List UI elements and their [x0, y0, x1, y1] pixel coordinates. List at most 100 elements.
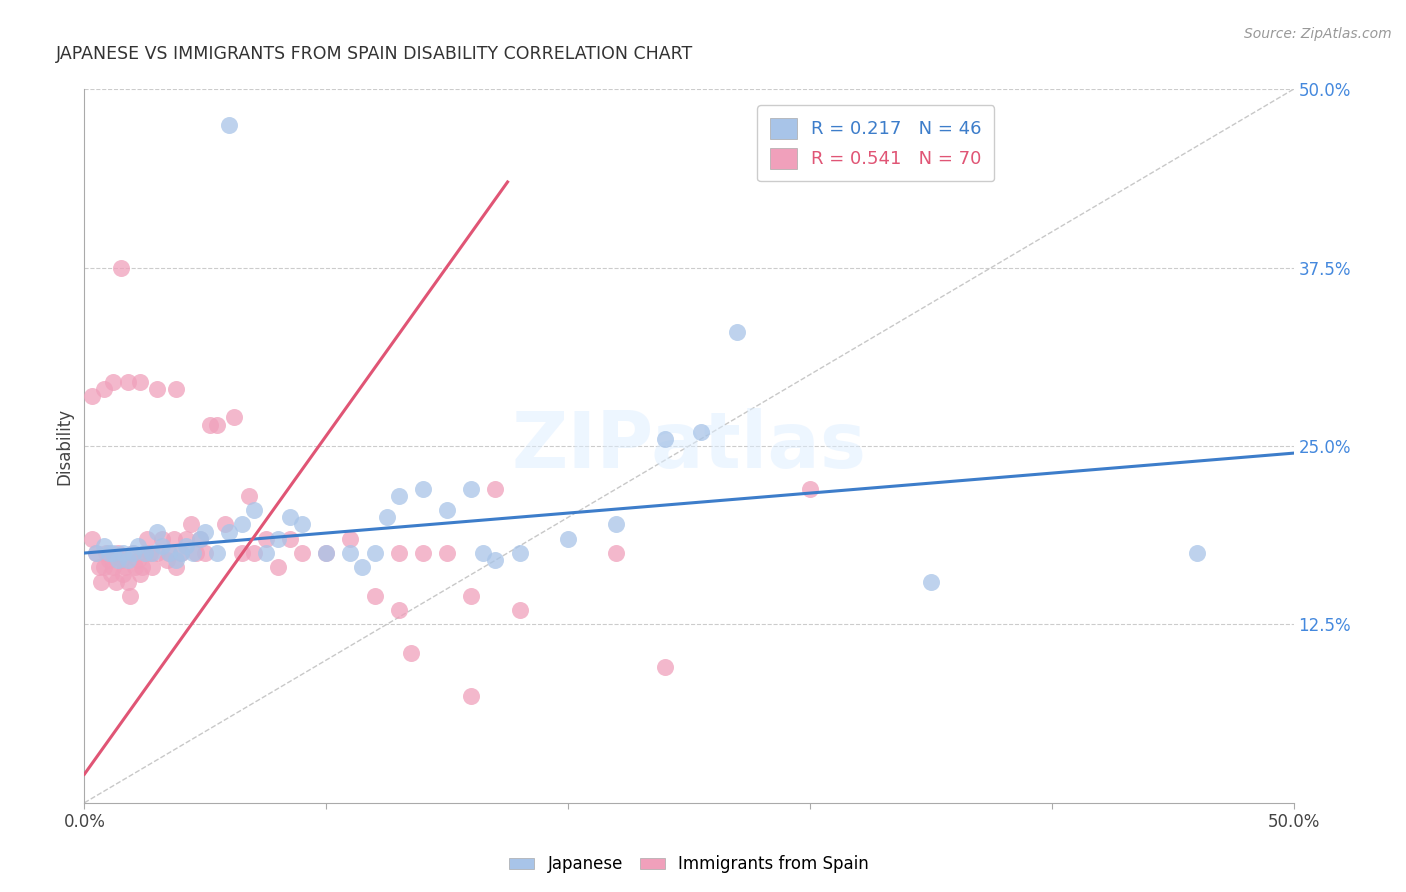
Text: ZIPatlas: ZIPatlas: [512, 408, 866, 484]
Point: [725, 325, 748, 339]
Point: [117, 375, 139, 389]
Point: [278, 510, 301, 524]
Point: [129, 567, 152, 582]
Point: [170, 546, 193, 560]
Point: [100, 567, 122, 582]
Point: [472, 546, 495, 560]
Point: [339, 532, 361, 546]
Y-axis label: Disability: Disability: [55, 408, 73, 484]
Point: [291, 546, 314, 560]
Point: [93, 382, 115, 396]
Point: [117, 574, 139, 589]
Point: [134, 546, 156, 560]
Point: [218, 118, 240, 132]
Point: [124, 560, 146, 574]
Point: [107, 553, 129, 567]
Point: [352, 560, 374, 574]
Point: [110, 553, 132, 567]
Point: [157, 546, 180, 560]
Point: [460, 589, 482, 603]
Point: [112, 546, 135, 560]
Point: [127, 539, 149, 553]
Point: [231, 546, 253, 560]
Point: [194, 546, 217, 560]
Point: [605, 517, 627, 532]
Point: [799, 482, 821, 496]
Point: [90, 574, 112, 589]
Point: [363, 546, 385, 560]
Point: [484, 482, 506, 496]
Point: [339, 546, 361, 560]
Point: [388, 489, 411, 503]
Point: [146, 524, 169, 539]
Point: [214, 517, 236, 532]
Point: [155, 553, 177, 567]
Point: [224, 410, 246, 425]
Point: [690, 425, 713, 439]
Point: [103, 546, 125, 560]
Point: [363, 589, 385, 603]
Point: [165, 553, 187, 567]
Point: [117, 553, 139, 567]
Point: [129, 375, 152, 389]
Point: [557, 532, 579, 546]
Point: [412, 546, 434, 560]
Point: [170, 546, 193, 560]
Point: [131, 560, 153, 574]
Point: [267, 532, 290, 546]
Point: [605, 546, 627, 560]
Point: [278, 532, 301, 546]
Point: [181, 546, 204, 560]
Legend: Japanese, Immigrants from Spain: Japanese, Immigrants from Spain: [502, 849, 876, 880]
Point: [198, 417, 221, 432]
Point: [150, 539, 173, 553]
Point: [460, 689, 482, 703]
Point: [436, 503, 458, 517]
Point: [138, 546, 160, 560]
Point: [114, 560, 136, 574]
Point: [460, 482, 482, 496]
Point: [86, 546, 108, 560]
Point: [436, 546, 458, 560]
Point: [157, 546, 180, 560]
Point: [242, 503, 264, 517]
Point: [93, 539, 115, 553]
Point: [399, 646, 422, 660]
Point: [174, 539, 197, 553]
Point: [86, 546, 108, 560]
Point: [134, 546, 156, 560]
Point: [165, 382, 187, 396]
Point: [107, 546, 129, 560]
Point: [87, 560, 110, 574]
Point: [231, 517, 253, 532]
Point: [388, 603, 411, 617]
Point: [163, 532, 186, 546]
Point: [120, 589, 142, 603]
Point: [150, 532, 173, 546]
Point: [1185, 546, 1208, 560]
Point: [121, 546, 143, 560]
Point: [388, 546, 411, 560]
Point: [190, 532, 212, 546]
Point: [141, 546, 163, 560]
Point: [93, 560, 115, 574]
Text: Source: ZipAtlas.com: Source: ZipAtlas.com: [1244, 27, 1392, 41]
Point: [315, 546, 337, 560]
Point: [654, 660, 676, 674]
Point: [94, 546, 117, 560]
Point: [412, 482, 434, 496]
Point: [207, 417, 229, 432]
Point: [80, 532, 103, 546]
Point: [242, 546, 264, 560]
Point: [146, 382, 169, 396]
Text: JAPANESE VS IMMIGRANTS FROM SPAIN DISABILITY CORRELATION CHART: JAPANESE VS IMMIGRANTS FROM SPAIN DISABI…: [56, 45, 693, 62]
Point: [254, 532, 277, 546]
Point: [121, 546, 143, 560]
Point: [654, 432, 676, 446]
Point: [291, 517, 314, 532]
Point: [174, 532, 197, 546]
Point: [110, 260, 132, 275]
Point: [103, 375, 125, 389]
Point: [267, 560, 290, 574]
Point: [112, 567, 135, 582]
